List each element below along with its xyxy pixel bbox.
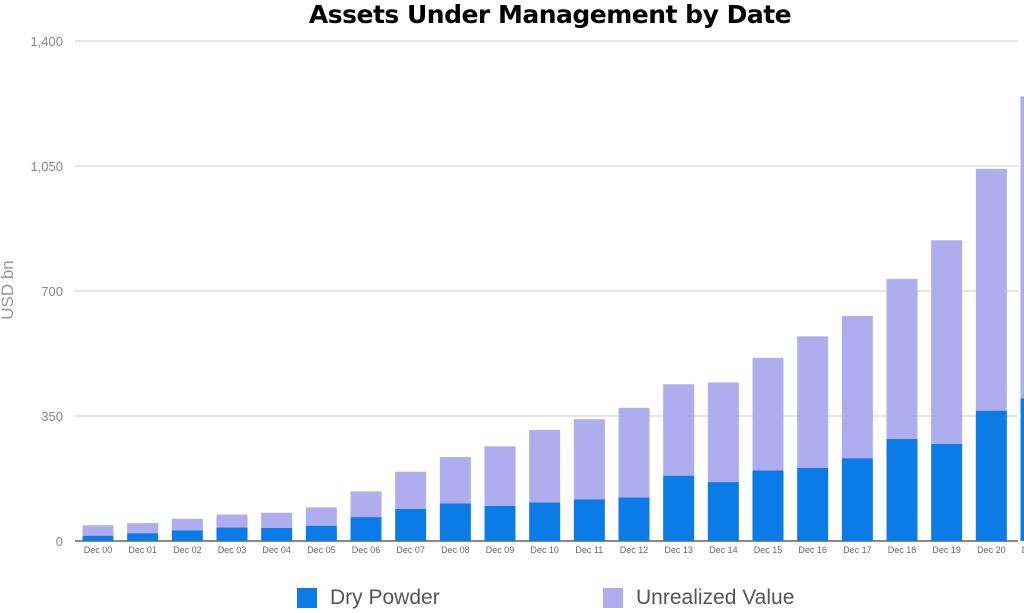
x-tick-label: Dec 10 xyxy=(530,545,559,555)
bar-dry-powder xyxy=(797,467,829,541)
bar-unrealized-value xyxy=(350,491,382,518)
bar-dry-powder xyxy=(350,517,382,541)
bar-unrealized-value xyxy=(305,507,337,526)
x-tick-label: Dec 16 xyxy=(798,545,827,555)
bar-dry-powder xyxy=(395,508,427,541)
bar-unrealized-value xyxy=(931,240,963,444)
chart-title: Assets Under Management by Date xyxy=(308,0,792,29)
y-tick-label: 1,050 xyxy=(30,159,63,174)
bar-unrealized-value xyxy=(663,384,695,476)
bar-unrealized-value xyxy=(618,407,650,498)
legend-swatch-unrealized-value xyxy=(603,588,623,608)
bar-unrealized-value xyxy=(886,278,918,439)
x-tick-label: Dec 13 xyxy=(664,545,693,555)
bar-dry-powder xyxy=(618,497,650,541)
x-tick-label: Dec 09 xyxy=(486,545,515,555)
bar-unrealized-value xyxy=(261,512,293,528)
bar-dry-powder xyxy=(127,533,159,541)
x-tick-label: Dec 15 xyxy=(754,545,783,555)
bar-unrealized-value xyxy=(573,419,605,500)
bar-dry-powder xyxy=(305,525,337,541)
bar-unrealized-value xyxy=(529,429,561,503)
bar-unrealized-value xyxy=(439,457,471,504)
y-tick-label: 1,400 xyxy=(30,34,63,49)
bar-dry-powder xyxy=(752,470,784,541)
y-tick-label: 350 xyxy=(41,409,63,424)
bar-unrealized-value xyxy=(395,471,427,509)
bar-dry-powder xyxy=(1020,398,1024,541)
bar-dry-powder xyxy=(529,502,561,541)
y-axis-label: USD bn xyxy=(0,260,17,320)
bar-dry-powder xyxy=(439,503,471,541)
legend-swatch-dry-powder xyxy=(297,588,317,608)
legend-item-unrealized-value: Unrealized Value xyxy=(603,586,794,610)
bar-unrealized-value xyxy=(752,357,784,471)
bar-dry-powder xyxy=(663,475,695,541)
bar-unrealized-value xyxy=(707,382,739,483)
y-tick-label: 700 xyxy=(41,284,63,299)
x-tick-label: Dec 12 xyxy=(620,545,649,555)
legend-label-dry-powder: Dry Powder xyxy=(330,586,440,609)
bar-dry-powder xyxy=(573,499,605,541)
chart-legend: Dry Powder Unrealized Value xyxy=(0,583,1024,613)
bar-dry-powder xyxy=(886,438,918,541)
bar-dry-powder xyxy=(171,530,203,541)
x-tick-label: Dec 06 xyxy=(352,545,381,555)
bar-unrealized-value xyxy=(841,316,873,459)
chart-plot: 0 350 700 1,050 1,400 Dec 00 Dec 01 Dec 02 Dec 0… xyxy=(0,34,1024,555)
bar-dry-powder xyxy=(216,527,248,541)
bar-dry-powder xyxy=(841,458,873,541)
x-tick-label: Dec 21 xyxy=(1022,545,1024,555)
bar-dry-powder xyxy=(82,535,114,541)
legend-label-unrealized-value: Unrealized Value xyxy=(636,586,795,609)
x-tick-label: Dec 19 xyxy=(932,545,961,555)
x-tick-label: Dec 07 xyxy=(396,545,425,555)
x-tick-label: Dec 00 xyxy=(84,545,113,555)
y-tick-label: 0 xyxy=(56,534,63,549)
bar-unrealized-value xyxy=(82,525,114,536)
bar-unrealized-value xyxy=(171,518,203,531)
x-tick-label: Dec 04 xyxy=(262,545,291,555)
x-tick-label: Dec 17 xyxy=(843,545,872,555)
bar-unrealized-value xyxy=(975,168,1007,411)
bar-dry-powder xyxy=(931,443,963,541)
bar-unrealized-value xyxy=(484,446,516,506)
bar-dry-powder xyxy=(975,410,1007,541)
bar-unrealized-value xyxy=(1020,96,1024,399)
bar-dry-powder xyxy=(261,527,293,541)
bar-unrealized-value xyxy=(797,336,829,468)
bar-dry-powder xyxy=(707,482,739,541)
x-tick-label: Dec 03 xyxy=(218,545,247,555)
x-tick-label: Dec 20 xyxy=(977,545,1006,555)
bar-unrealized-value xyxy=(216,514,248,528)
x-tick-label: Dec 01 xyxy=(128,545,157,555)
x-tick-label: Dec 05 xyxy=(307,545,336,555)
bar-dry-powder xyxy=(484,506,516,541)
x-tick-label: Dec 18 xyxy=(888,545,917,555)
x-tick-label: Dec 11 xyxy=(575,545,603,555)
x-tick-label: Dec 08 xyxy=(441,545,470,555)
x-tick-label: Dec 02 xyxy=(173,545,202,555)
x-tick-label: Dec 14 xyxy=(709,545,738,555)
legend-item-dry-powder: Dry Powder xyxy=(297,586,440,610)
bar-unrealized-value xyxy=(127,523,159,534)
